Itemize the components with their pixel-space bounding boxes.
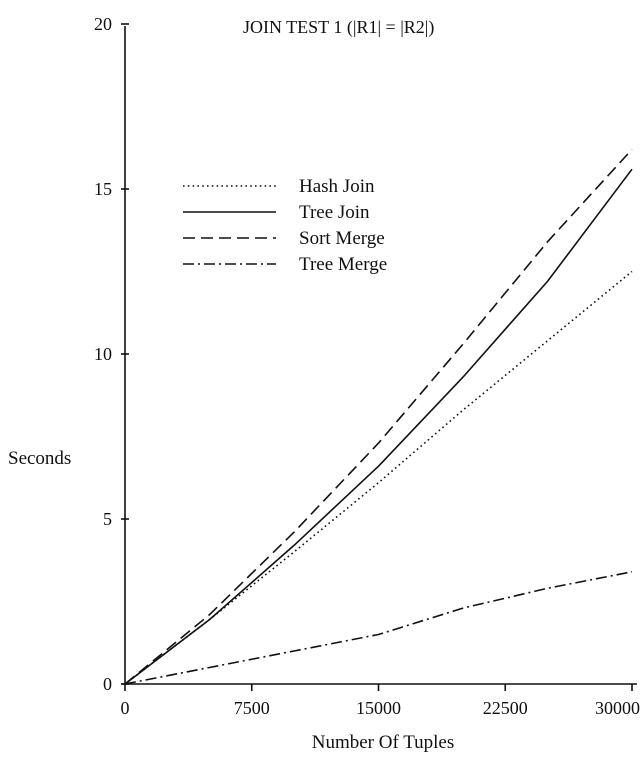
x-tick-label: 7500 bbox=[234, 698, 270, 718]
legend-label-tree-join: Tree Join bbox=[299, 202, 370, 223]
legend-label-sort-merge: Sort Merge bbox=[299, 228, 385, 249]
legend-label-tree-merge: Tree Merge bbox=[299, 254, 387, 275]
x-tick-label: 22500 bbox=[483, 698, 528, 718]
tick-marks bbox=[121, 23, 633, 691]
series-line-tree-join bbox=[124, 168, 633, 685]
y-axis-title: Seconds bbox=[8, 448, 71, 469]
x-tick-label: 30000 bbox=[595, 698, 640, 718]
y-tick-label: 20 bbox=[94, 14, 112, 34]
legend-label-hash-join: Hash Join bbox=[299, 176, 375, 197]
tick-labels: 0 7500 15000 22500 30000 0 5 10 15 20 bbox=[94, 14, 640, 718]
y-tick-label: 0 bbox=[103, 674, 112, 694]
series-line-tree-merge bbox=[124, 571, 633, 685]
series-line-sort-merge bbox=[124, 148, 633, 685]
y-tick-label: 15 bbox=[94, 179, 112, 199]
legend: Hash Join Tree Join Sort Merge Tree Merge bbox=[183, 176, 387, 275]
chart-title: JOIN TEST 1 (|R1| = |R2|) bbox=[243, 17, 434, 38]
axes bbox=[122, 26, 637, 685]
x-tick-label: 15000 bbox=[356, 698, 401, 718]
y-tick-label: 5 bbox=[103, 509, 112, 529]
y-tick-label: 10 bbox=[94, 344, 112, 364]
x-axis-title: Number Of Tuples bbox=[312, 732, 455, 753]
x-tick-label: 0 bbox=[121, 698, 130, 718]
series-lines bbox=[124, 148, 633, 685]
